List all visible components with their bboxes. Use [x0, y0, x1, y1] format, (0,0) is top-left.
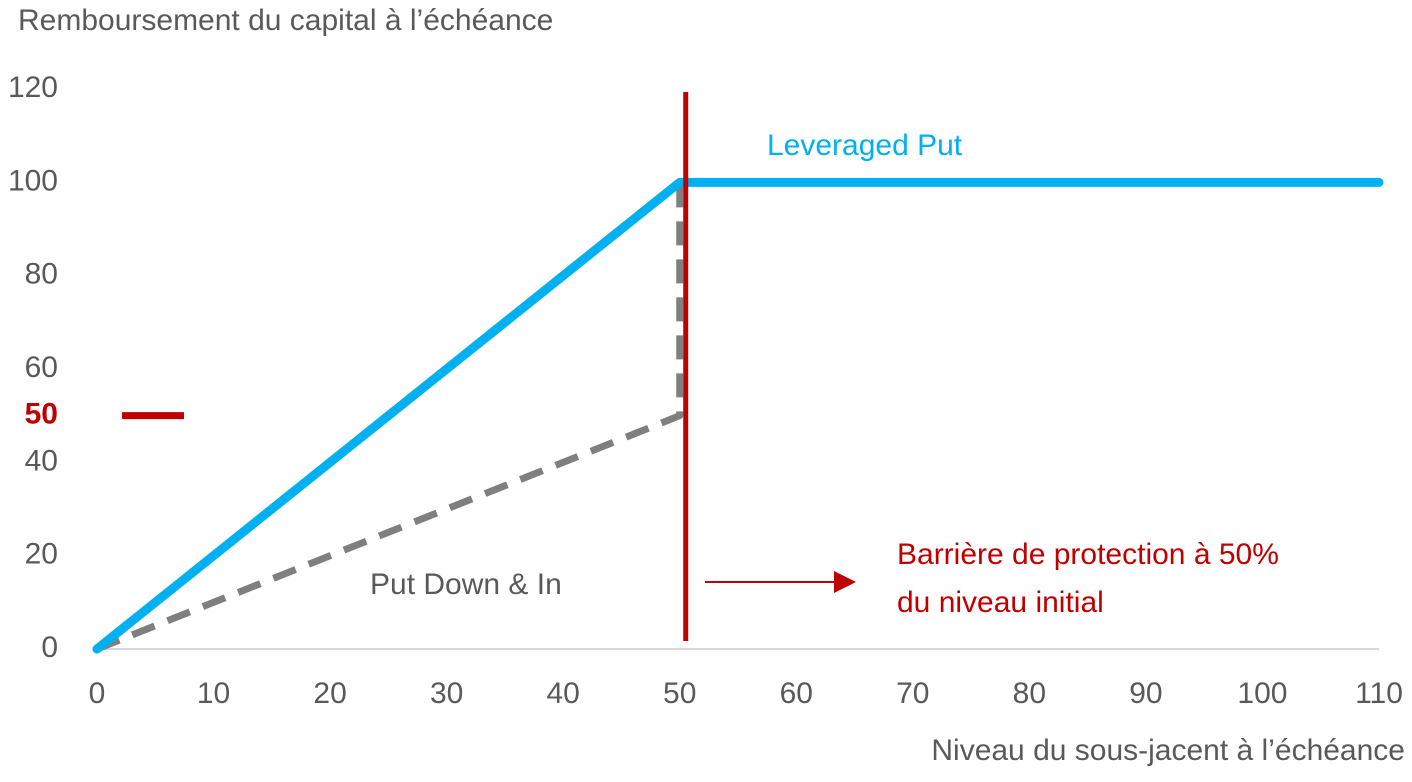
- series-label: Leveraged Put: [767, 129, 963, 162]
- y-axis-title: Remboursement du capital à l’échéance: [18, 4, 553, 37]
- x-tick-label: 0: [89, 677, 106, 710]
- barrier-label: Barrière de protection à 50%: [897, 538, 1279, 571]
- x-tick-label: 10: [197, 677, 230, 710]
- highlight-tick-label: 50: [25, 398, 58, 431]
- y-tick-label: 60: [25, 351, 58, 384]
- series-line: [92, 177, 1384, 654]
- y-tick-label: 80: [25, 258, 58, 291]
- x-tick-label: 20: [313, 677, 346, 710]
- series-line: [95, 182, 684, 653]
- x-tick-label: 90: [1129, 677, 1162, 710]
- y-tick-label: 40: [25, 444, 58, 477]
- x-tick-label: 30: [430, 677, 463, 710]
- y-tick-label: 20: [25, 538, 58, 571]
- barrier-label: du niveau initial: [897, 586, 1104, 619]
- x-tick-label: 110: [1355, 677, 1403, 710]
- y-tick-label: 0: [41, 631, 58, 664]
- x-axis-title: Niveau du sous-jacent à l’échéance: [931, 734, 1405, 767]
- x-tick-label: 50: [663, 677, 696, 710]
- x-tick-label: 80: [1013, 677, 1046, 710]
- x-tick-label: 100: [1237, 677, 1287, 710]
- y-tick-label: 100: [8, 164, 58, 197]
- series-label: Put Down & In: [370, 568, 562, 601]
- y-tick-label: 120: [8, 71, 58, 104]
- arrow-head: [834, 571, 856, 593]
- x-tick-label: 60: [780, 677, 813, 710]
- x-tick-label: 70: [896, 677, 929, 710]
- x-tick-label: 40: [546, 677, 579, 710]
